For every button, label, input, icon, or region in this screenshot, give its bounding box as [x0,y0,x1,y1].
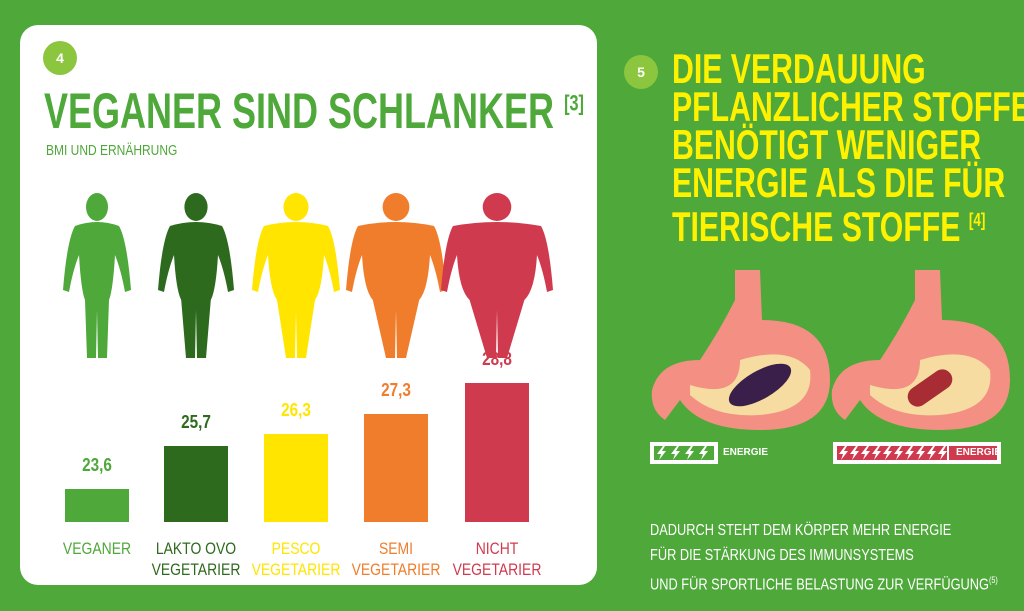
chart-title-wrap: VEGANER SIND SCHLANKER [3] [44,82,584,140]
footer-line: UND FÜR SPORTLICHE BELASTUNG ZUR VERFÜGU… [650,568,998,597]
x-tick-label: PESCO VEGETARIER [251,539,341,579]
subtitle: BMI UND ERNÄHRUNG [46,142,178,159]
x-tick-label: NICHT VEGETARIER [452,539,542,579]
energy-label: ENERGIE [956,447,1002,458]
value-label: 26,3 [281,400,311,421]
stomach-left [651,270,830,430]
value-label: 28,8 [482,349,512,370]
heading-line: DIE VERDAUUNG [672,48,1024,90]
heading-line: PFLANZLICHER STOFFE [672,86,1024,128]
heading: DIE VERDAUUNG PFLANZLICHER STOFFE BENÖTIGT… [672,48,1024,248]
bar [465,383,529,522]
silhouette [63,193,131,358]
footer-text: DADURCH STEHT DEM KÖRPER MEHR ENERGIE [650,522,952,539]
footer-line: DADURCH STEHT DEM KÖRPER MEHR ENERGIE [650,518,998,543]
value-label: 27,3 [381,379,411,400]
heading-line: TIERISCHE STOFFE [4] [672,202,1024,248]
footer: DADURCH STEHT DEM KÖRPER MEHR ENERGIE FÜR… [650,518,998,597]
footer-line: FÜR DIE STÄRKUNG DES IMMUNSYSTEMS [650,543,998,568]
stomach-right [831,270,1010,430]
heading-line: BENÖTIGT WENIGER [672,124,1024,166]
heading-text: TIERISCHE STOFFE [672,203,961,250]
heading-text: ENERGIE ALS DIE FÜR [672,159,1006,206]
bar [364,413,428,522]
footer-ref: (5) [989,575,998,585]
heading-text: PFLANZLICHER STOFFE [672,83,1024,130]
bar [264,434,328,522]
bar [65,489,129,522]
badge: 5 [624,55,658,89]
silhouette [441,193,553,358]
heading-line: ENERGIE ALS DIE FÜR [672,162,1024,204]
x-tick-label: LAKTO OVO VEGETARIER [151,539,241,579]
x-tick-label: VEGANER [62,539,132,558]
heading-text: BENÖTIGT WENIGER [672,121,982,168]
value-label: 25,7 [181,412,211,433]
heading-ref: [4] [968,210,986,231]
silhouette [252,193,340,358]
heading-text: DIE VERDAUUNG [672,45,926,92]
bar [164,446,228,522]
value-label: 23,6 [82,455,112,476]
x-tick-label: SEMI VEGETARIER [351,539,441,579]
badge: 4 [43,41,77,75]
title-ref: [3] [564,90,584,116]
energy-label: ENERGIE [723,447,769,458]
chart-title: VEGANER SIND SCHLANKER [44,83,555,139]
silhouette [346,193,446,358]
silhouette [158,193,234,358]
footer-text: UND FÜR SPORTLICHE BELASTUNG ZUR VERFÜGU… [650,576,989,594]
footer-text: FÜR DIE STÄRKUNG DES IMMUNSYSTEMS [650,547,914,564]
